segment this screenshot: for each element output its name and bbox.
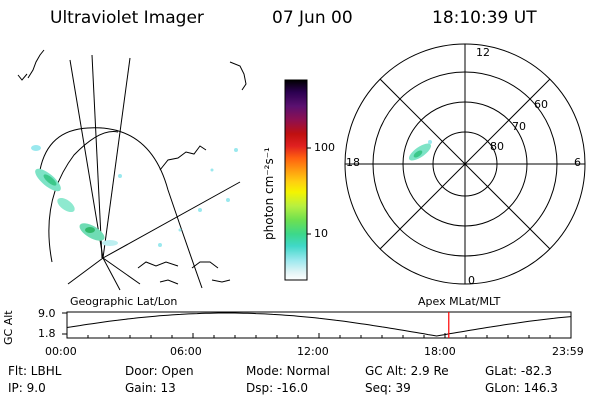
info-ip: IP: 9.0 <box>8 381 46 395</box>
coastline-segment <box>159 279 179 285</box>
mlt-label-18: 18 <box>346 156 360 169</box>
lat-label-70: 70 <box>512 120 526 133</box>
coastline-segment <box>211 279 231 283</box>
time-label: 18:10:39 UT <box>432 8 537 28</box>
geographic-caption: Geographic Lat/Lon <box>70 295 178 308</box>
info-glon: GLon: 146.3 <box>485 381 558 395</box>
longitude-line <box>69 59 104 259</box>
app-title: Ultraviolet Imager <box>50 8 204 28</box>
x-tick-label-2359: 23:59 <box>552 345 584 358</box>
mlt-label-0: 0 <box>468 274 475 287</box>
longitude-line <box>102 257 141 285</box>
colorbar-label-100: 100 <box>314 141 335 154</box>
geographic-map-panel <box>17 49 247 291</box>
info-gain: Gain: 13 <box>125 381 176 395</box>
lat-label-80: 80 <box>490 140 504 153</box>
info-filter: Flt: LBHL <box>8 364 62 378</box>
apex-caption: Apex MLat/MLT <box>418 295 501 308</box>
longitude-line <box>102 181 241 259</box>
coastline-segment <box>191 261 219 269</box>
y-tick-label-1.8: 1.8 <box>38 327 56 340</box>
mlt-label-12: 12 <box>476 46 490 59</box>
info-seq: Seq: 39 <box>365 381 411 395</box>
coastline-segment <box>229 61 247 91</box>
x-tick-label-1200: 12:00 <box>297 345 329 358</box>
auroral-emission-right <box>408 140 432 161</box>
coastline-segment <box>159 145 207 171</box>
lat-label-60: 60 <box>534 98 548 111</box>
info-glat: GLat: -82.3 <box>485 364 552 378</box>
auroral-emission-left <box>31 145 238 247</box>
info-dsp: Dsp: -16.0 <box>246 381 309 395</box>
mlt-diagonal <box>379 78 551 250</box>
colorbar-label-10: 10 <box>314 227 328 240</box>
longitude-line <box>102 57 131 259</box>
info-door: Door: Open <box>125 364 194 378</box>
mlt-label-6: 6 <box>574 156 581 169</box>
x-tick-label-0600: 06:00 <box>170 345 202 358</box>
info-gc-alt: GC Alt: 2.9 Re <box>365 364 449 378</box>
colorbar-unit-label: photon cm⁻²s⁻¹ <box>262 147 276 240</box>
colorbar <box>284 79 308 281</box>
info-mode: Mode: Normal <box>246 364 330 378</box>
longitude-line <box>102 257 121 291</box>
x-tick-label-0000: 00:00 <box>45 345 77 358</box>
longitude-line <box>91 54 103 259</box>
coastline-segment <box>27 49 45 79</box>
coastline-segment <box>137 261 179 269</box>
longitude-line <box>67 257 104 285</box>
coastline-segment <box>17 73 28 81</box>
latitude-line <box>39 127 203 289</box>
latitude-line <box>48 130 119 263</box>
orbit-altitude-plot <box>62 311 572 339</box>
x-tick-label-1800: 18:00 <box>424 345 456 358</box>
polar-mlt-plot <box>344 43 586 285</box>
orbit-ylabel: GC Alt <box>2 310 15 345</box>
y-tick-label-9: 9.0 <box>38 307 56 320</box>
date-label: 07 Jun 00 <box>272 8 353 28</box>
altitude-curve <box>66 312 572 337</box>
